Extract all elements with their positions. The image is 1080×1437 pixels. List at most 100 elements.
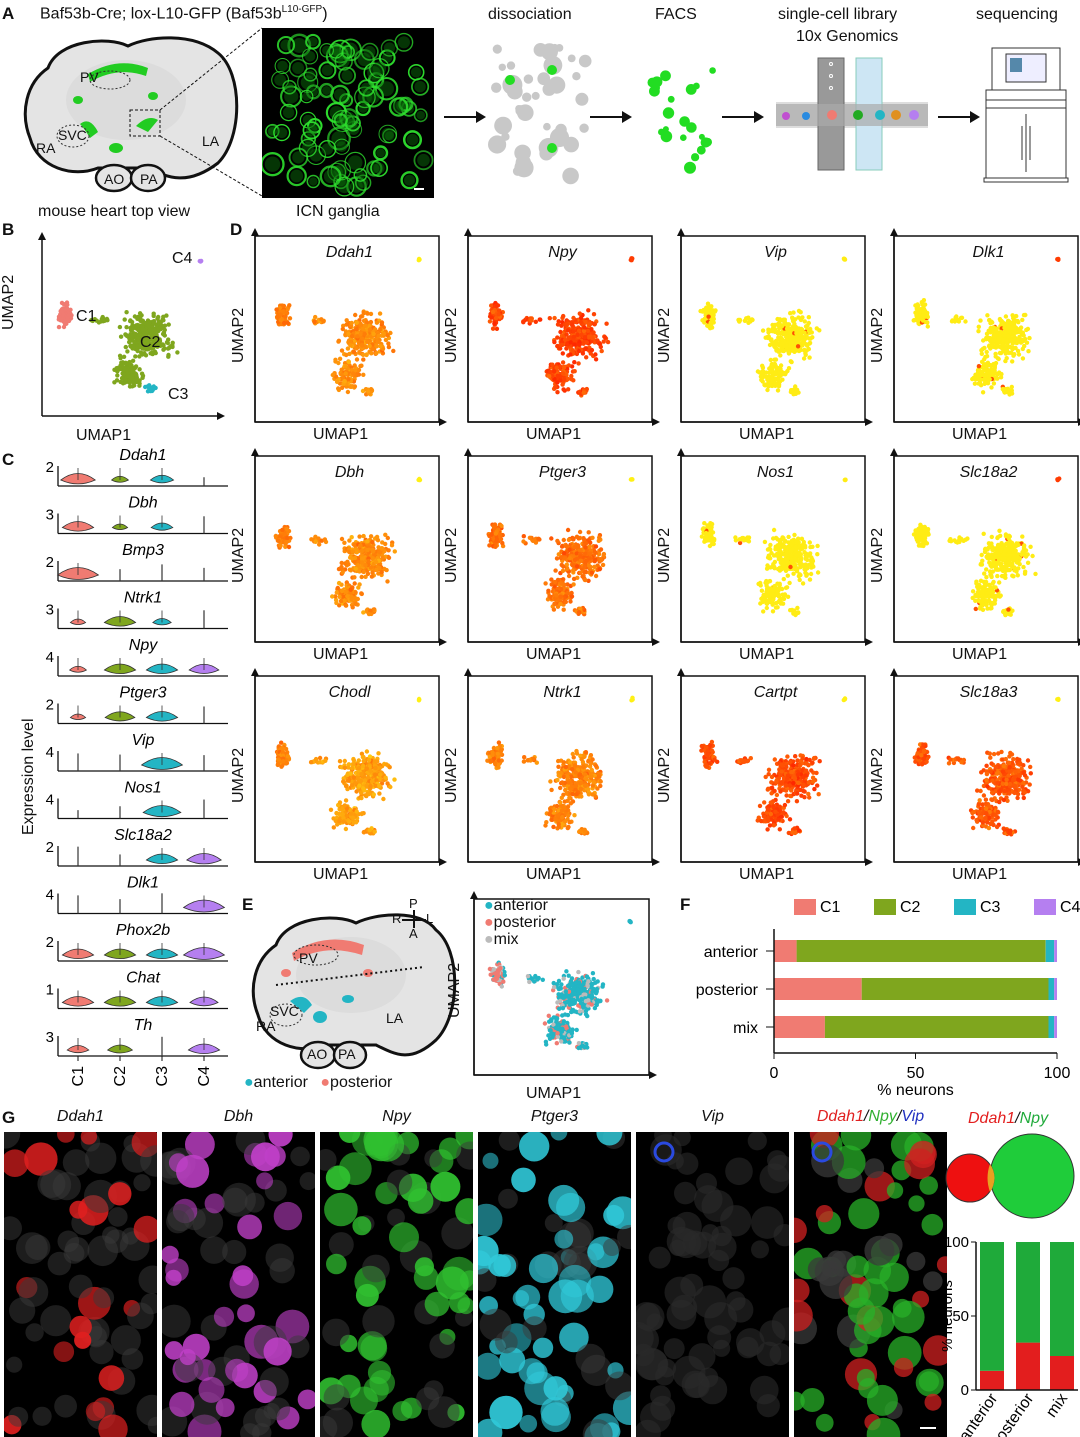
umap-cell-c2 — [157, 325, 163, 330]
umap-cell-c2 — [586, 308, 591, 313]
umap-cell-c2 — [767, 578, 773, 584]
umap-cell-c2 — [352, 384, 358, 389]
umap-cell-c1 — [276, 538, 281, 543]
umap-cell-c2 — [121, 371, 127, 377]
umap-cell-c2 — [139, 371, 145, 376]
cell-dot — [523, 74, 534, 84]
umap-cell-c2 — [381, 331, 386, 336]
umap-cell-c2 — [759, 377, 764, 383]
gene-umap-nos1: Nos1 UMAP1 UMAP2 — [654, 448, 873, 668]
umap-cell-c2 — [782, 320, 788, 325]
umap-cell-c1 — [489, 532, 494, 537]
gfp-cell — [333, 113, 348, 128]
sorted-gfp-dot — [691, 153, 700, 162]
gfp-cell-body — [274, 74, 286, 86]
umap-cell-c2 — [980, 558, 985, 563]
gfp-cell — [273, 123, 291, 142]
umap-cell-c2 — [1027, 335, 1032, 341]
umap-cell-c1 — [283, 314, 288, 319]
umap-cell-c2 — [980, 390, 986, 395]
umap-cell-c2 — [368, 319, 374, 325]
umap1-label: UMAP1 — [526, 426, 582, 443]
umap-cell-c2 — [568, 352, 573, 357]
violin-ylabel: Expression level — [20, 719, 38, 836]
umap-cell-c2 — [567, 556, 572, 561]
umap-cell-c2 — [552, 579, 558, 585]
umap-cell-c2 — [764, 370, 769, 375]
umap-cell-c2 — [807, 540, 812, 545]
umap-cell-c2 — [118, 379, 123, 385]
umap-cell-c2 — [1007, 562, 1012, 567]
umap-cell-c2 — [347, 538, 352, 543]
umap-cell-c1 — [274, 307, 279, 312]
panel-label-c: C — [2, 450, 15, 469]
umap-cell-c2 — [571, 576, 577, 582]
umap-cell-c2 — [1011, 353, 1016, 358]
umap-cell-c2 — [376, 339, 381, 345]
gfp-cell — [413, 150, 434, 171]
umap-cell-c2 — [994, 375, 999, 381]
umap-cell-c2 — [378, 327, 383, 332]
umap-cell-c2 — [772, 566, 777, 571]
umap-cell-c2 — [143, 333, 149, 338]
sorted-gfp-dot — [709, 67, 716, 74]
umap-cell-c2 — [590, 335, 595, 341]
umap-cell-c1 — [278, 543, 283, 548]
violin-ylabel-text: Expression level — [20, 718, 37, 836]
umap-cell-c2 — [378, 344, 383, 349]
gfp-cell-body — [343, 111, 355, 124]
umap-cell-c2 — [334, 600, 339, 606]
umap-cell-c2 — [352, 581, 357, 586]
umap-cell-c2 — [357, 349, 362, 355]
umap-cell-c2 — [766, 377, 771, 382]
umap-cell-c2 — [582, 577, 588, 583]
umap-cell-c2 — [166, 337, 171, 342]
umap-cell-c2 — [370, 346, 375, 352]
umap-cell-c1 — [705, 301, 711, 306]
umap-cell-c2 — [562, 582, 567, 587]
umap-cell-c2 — [152, 339, 157, 345]
umap-cell-c2 — [993, 354, 998, 359]
umap-cell-c2 — [976, 381, 981, 386]
umap-cell-c2 — [588, 540, 593, 545]
umap-cell-c2 — [1003, 330, 1008, 336]
cell-dot — [563, 136, 579, 153]
umap-cell-c2 — [604, 321, 609, 326]
gfp-cell-body — [358, 177, 369, 188]
umap-cell-c2 — [143, 344, 149, 350]
umap-cell-c2 — [350, 549, 355, 554]
violin-xtick-label: C2 — [112, 1066, 129, 1087]
umap-cell-c2 — [1015, 348, 1021, 354]
umap-cell-c2 — [562, 337, 568, 343]
gfp-cell-dot — [505, 75, 515, 85]
x-axis-arrow — [217, 412, 225, 420]
umap-cell-c2 — [765, 563, 770, 568]
umap-cell-c2 — [563, 599, 568, 605]
gfp-cell-body — [372, 61, 387, 75]
violin-gene-label: Slc18a2 — [114, 827, 172, 844]
umap-cell-c2 — [589, 570, 595, 575]
gfp-cell — [413, 108, 428, 123]
umap-cell-c2 — [990, 320, 995, 325]
umap-cell-c2 — [984, 331, 990, 336]
umap-cell-c2 — [133, 354, 138, 359]
violin-gene-label: Bmp3 — [122, 542, 164, 559]
umap-cell-c2 — [998, 375, 1004, 380]
umap-cell-c2 — [352, 575, 357, 580]
gene-umap-grid: Ddah1 UMAP1 UMAP2 Npy UMAP1 UMAP2 Vip UMAP1 UMAP… — [228, 228, 1080, 888]
umap-cell-c2 — [166, 352, 171, 358]
umap-cell-c2 — [1023, 569, 1028, 574]
umap-cell-c2 — [148, 342, 153, 347]
umap-cell-c2 — [779, 537, 784, 542]
gene-umap-dbh: Dbh UMAP1 UMAP2 — [228, 448, 447, 668]
umap-cell-c1 — [495, 303, 500, 308]
umap-cell-c2 — [359, 574, 364, 580]
umap-cell-c2 — [774, 346, 780, 352]
umap-cell-c1 — [924, 532, 930, 537]
umap-cell-c2 — [386, 555, 392, 560]
umap-cell-c2 — [361, 352, 366, 357]
umap-cell-c2 — [117, 324, 123, 330]
umap-cell-c2 — [1011, 553, 1017, 558]
umap-cell-c2 — [143, 320, 148, 326]
umap-cell-c1 — [59, 300, 65, 306]
